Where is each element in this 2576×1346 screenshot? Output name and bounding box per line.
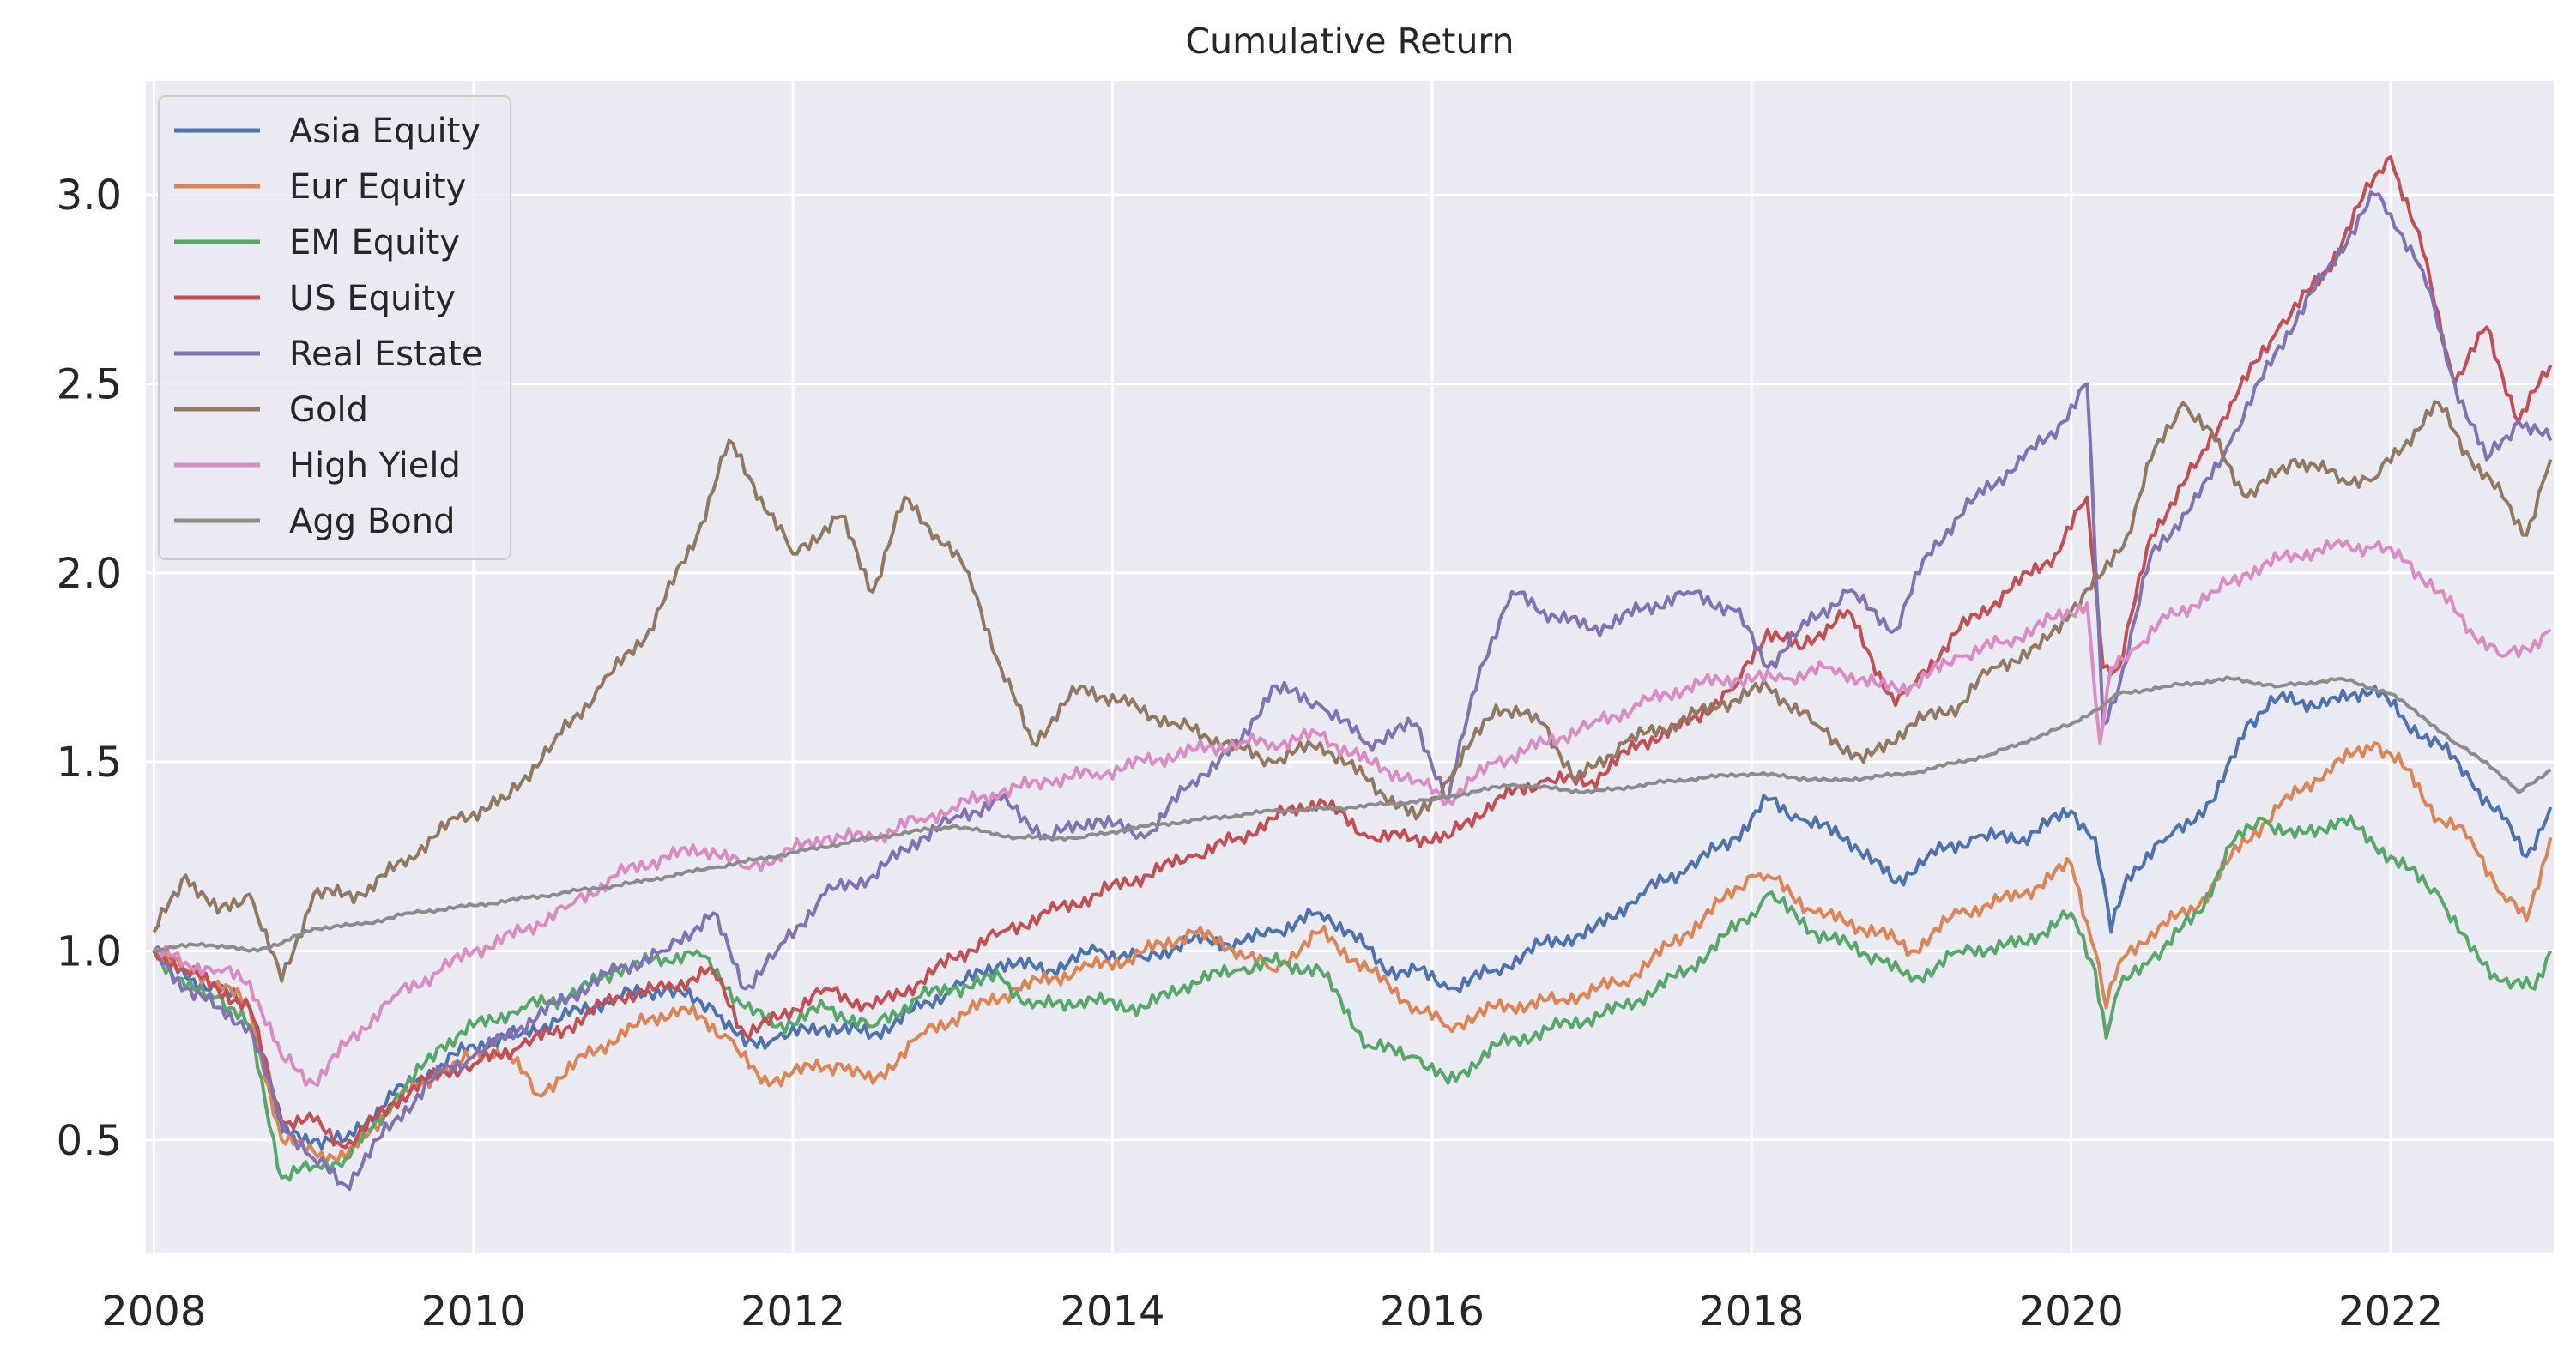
- y-tick-label: 0.5: [57, 1117, 122, 1165]
- legend-label: US Equity: [289, 279, 456, 318]
- x-tick-label: 2022: [2338, 1288, 2443, 1336]
- y-axis-ticks: 0.5 1.0 1.5 2.0 2.5 3.0: [57, 172, 122, 1165]
- x-tick-label: 2016: [1380, 1288, 1485, 1336]
- legend-label: EM Equity: [289, 223, 460, 263]
- x-tick-label: 2008: [101, 1288, 206, 1336]
- y-tick-label: 2.5: [57, 361, 122, 409]
- series-line-em-equity: [152, 814, 2553, 1182]
- chart-title: Cumulative Return: [1185, 21, 1514, 62]
- plot-area: [146, 81, 2554, 1253]
- series-line-real-estate: [152, 190, 2553, 1191]
- x-tick-label: 2012: [741, 1288, 845, 1336]
- x-tick-label: 2020: [2019, 1288, 2124, 1336]
- legend: Asia Equity Eur Equity EM Equity US Equity R…: [158, 95, 511, 560]
- series-line-us-equity: [152, 155, 2553, 1150]
- series-line-high-yield: [153, 538, 2552, 1087]
- x-tick-label: 2014: [1060, 1288, 1164, 1336]
- legend-label: Agg Bond: [289, 502, 456, 541]
- y-tick-label: 2.0: [57, 550, 122, 598]
- y-tick-label: 3.0: [57, 172, 122, 220]
- series-lines: [152, 155, 2553, 1191]
- legend-label: Eur Equity: [289, 167, 466, 207]
- legend-label: Gold: [289, 390, 368, 430]
- series-line-asia-equity: [152, 685, 2553, 1150]
- x-tick-label: 2010: [421, 1288, 526, 1336]
- series-line-gold: [152, 400, 2553, 983]
- legend-label: Real Estate: [289, 335, 483, 374]
- series-line-eur-equity: [152, 741, 2553, 1166]
- x-tick-label: 2018: [1699, 1288, 1804, 1336]
- y-tick-label: 1.0: [57, 927, 122, 975]
- y-tick-label: 1.5: [57, 739, 122, 787]
- legend-label: Asia Equity: [289, 112, 481, 151]
- series-line-agg-bond: [154, 675, 2552, 953]
- x-axis-ticks: 2008 2010 2012 2014 2016 2018 2020 2022: [101, 1288, 2443, 1336]
- legend-box: [158, 95, 511, 560]
- legend-label: High Yield: [289, 446, 461, 486]
